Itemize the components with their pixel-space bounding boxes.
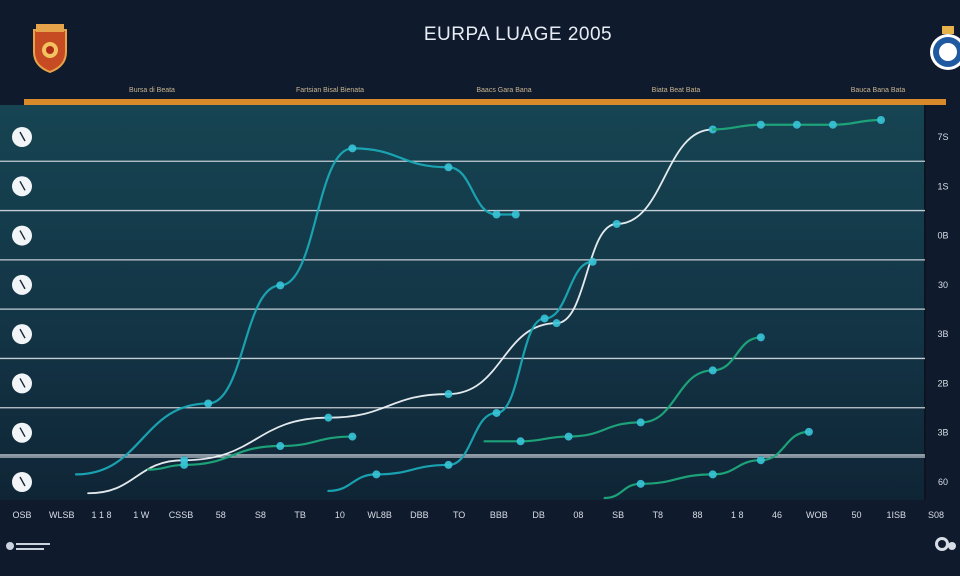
series-line-3 — [147, 435, 354, 471]
ball-icon — [12, 373, 32, 394]
x-tick-label: S8 — [255, 510, 266, 520]
data-point — [636, 418, 645, 427]
ball-icon — [12, 274, 32, 295]
x-tick-label: DB — [532, 510, 545, 520]
data-point — [588, 257, 597, 266]
x-tick-label: 58 — [216, 510, 226, 520]
data-point — [204, 399, 213, 408]
data-point — [276, 281, 285, 290]
data-point — [804, 427, 813, 436]
x-tick-label: DBB — [410, 510, 429, 520]
data-point — [492, 408, 501, 417]
x-tick-label: TB — [294, 510, 306, 520]
x-tick-label: SB — [612, 510, 624, 520]
header-band — [0, 0, 960, 100]
data-point — [444, 460, 453, 469]
ball-icon — [12, 176, 32, 197]
data-point — [636, 479, 645, 488]
data-point — [792, 120, 801, 129]
data-point — [516, 437, 525, 446]
data-point — [564, 432, 573, 441]
data-point — [612, 219, 621, 228]
data-point — [444, 390, 453, 399]
x-tick-label: WLSB — [49, 510, 75, 520]
ball-icon — [12, 422, 32, 443]
y-tick-label: 3B — [937, 329, 948, 339]
ball-icon — [12, 127, 32, 147]
y-tick-label: 7S — [937, 132, 948, 142]
club-crest-icon — [930, 26, 960, 70]
club-crest-icon — [33, 24, 67, 74]
data-point — [756, 333, 765, 342]
y-tick-label: 60 — [938, 477, 948, 487]
left-markers — [12, 127, 32, 492]
header-tab: Fartsian Bisal Bienata — [296, 87, 364, 94]
x-tick-label: BBB — [490, 510, 508, 520]
y-axis-ticks: 7S 1S 0B 30 3B 2B 3B 60 — [937, 132, 948, 487]
x-tick-label: 1 W — [133, 510, 150, 520]
data-point — [444, 163, 453, 172]
data-point — [276, 442, 285, 451]
data-point — [180, 460, 189, 469]
x-tick-label: 1 8 — [731, 510, 744, 520]
data-point — [756, 120, 765, 129]
ball-icon — [12, 472, 32, 492]
data-point — [348, 432, 357, 441]
header-tab: Bursa di Beata — [129, 87, 175, 94]
data-point — [372, 470, 381, 479]
header-tab: Baacs Gara Bana — [476, 87, 531, 94]
series-line-0 — [74, 147, 517, 476]
y-tick-label: 2B — [937, 378, 948, 388]
ball-icon — [12, 225, 32, 246]
y-tick-label: 3B — [937, 428, 948, 438]
data-point — [756, 456, 765, 465]
y-tick-label: 1S — [937, 181, 948, 191]
data-point — [708, 470, 717, 479]
data-point — [828, 120, 837, 129]
x-tick-label: 50 — [852, 510, 862, 520]
x-tick-label: S08 — [928, 510, 944, 520]
header-tab: Biata Beat Bata — [652, 87, 701, 94]
x-tick-label: 10 — [335, 510, 345, 520]
header-tabs: Bursa di Beata Fartsian Bisal Bienata Baac… — [129, 87, 905, 94]
orange-rule — [24, 99, 946, 105]
x-tick-label: 1 1 8 — [91, 510, 111, 520]
chart-title: EURPA LUAGE 2005 — [424, 24, 612, 45]
x-tick-label: T8 — [653, 510, 664, 520]
x-tick-label: 08 — [573, 510, 583, 520]
ball-icon — [12, 324, 32, 345]
x-tick-label: 46 — [772, 510, 782, 520]
y-tick-label: 0B — [937, 231, 948, 241]
data-point — [348, 144, 357, 153]
x-tick-label: WOB — [806, 510, 828, 520]
x-tick-label: 88 — [693, 510, 703, 520]
data-point — [552, 319, 561, 328]
series-group — [74, 116, 885, 500]
data-point — [511, 210, 520, 219]
y-tick-label: 30 — [938, 280, 948, 290]
footer-logo-right — [935, 537, 956, 551]
data-point — [540, 314, 549, 323]
data-point — [324, 413, 333, 422]
x-tick-label: TO — [453, 510, 465, 520]
footer-logo-left — [6, 542, 50, 550]
x-axis-ticks: OSB WLSB 1 1 8 1 W CSSB 58 S8 TB 10 WL8B DBB TO BBB D… — [12, 510, 944, 520]
x-tick-label: 1ISB — [887, 510, 907, 520]
x-tick-label: CSSB — [169, 510, 194, 520]
x-tick-label: WL8B — [367, 510, 392, 520]
data-point — [876, 116, 885, 124]
header-tab: Bauca Bana Bata — [851, 87, 906, 94]
data-point — [708, 366, 717, 375]
x-tick-label: OSB — [12, 510, 31, 520]
plot-area — [0, 105, 925, 500]
data-point — [492, 210, 501, 219]
